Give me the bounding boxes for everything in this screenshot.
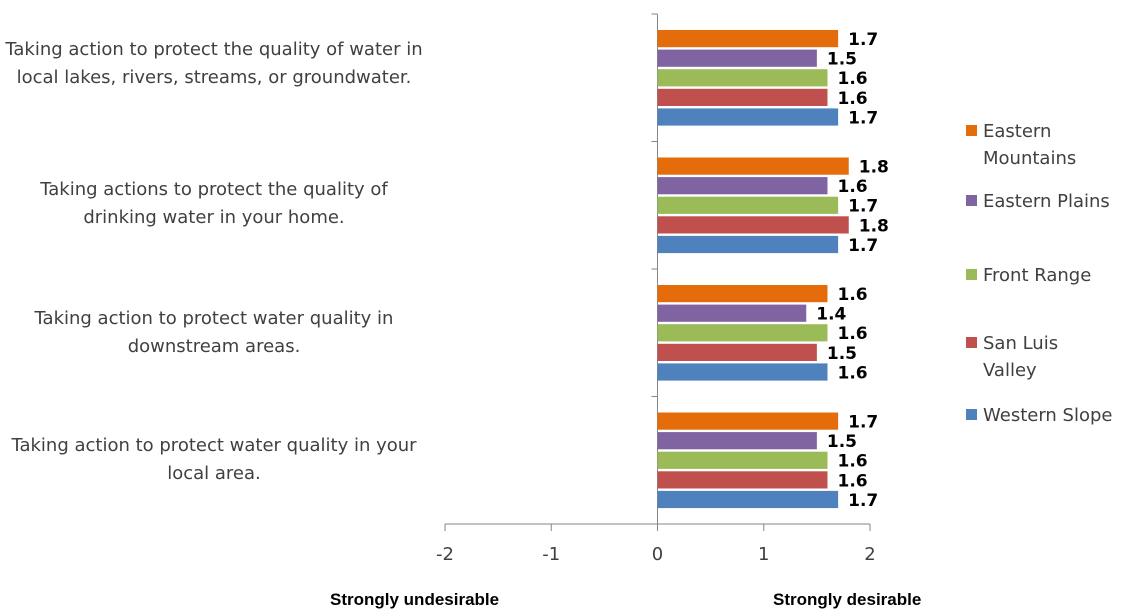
data-label: 1.6 bbox=[838, 69, 868, 89]
bar-western-slope bbox=[657, 108, 839, 126]
category-label: Taking action to protect water quality i… bbox=[11, 435, 417, 484]
legend-swatch bbox=[966, 195, 977, 206]
data-label: 1.8 bbox=[859, 158, 889, 178]
legend-label: Western Slope bbox=[983, 405, 1113, 426]
bar-front-range bbox=[657, 451, 828, 469]
bar-front-range bbox=[657, 324, 828, 342]
data-label: 1.6 bbox=[838, 452, 868, 472]
legend-item: Western Slope bbox=[966, 402, 1113, 429]
data-label: 1.4 bbox=[816, 305, 846, 325]
bar-eastern-plains bbox=[657, 304, 807, 322]
bar-eastern-mountains bbox=[657, 285, 828, 303]
data-label: 1.8 bbox=[859, 216, 889, 236]
data-label: 1.7 bbox=[848, 30, 878, 50]
bar-eastern-mountains bbox=[657, 412, 839, 430]
x-tick-label: -1 bbox=[542, 544, 560, 565]
bar-eastern-mountains bbox=[657, 30, 839, 48]
axis-note-left: Strongly undesirable bbox=[330, 590, 500, 609]
axis-note-right: Strongly desirable bbox=[773, 590, 922, 609]
bar-western-slope bbox=[657, 490, 839, 509]
category-label: Taking action to protect water quality i… bbox=[34, 308, 394, 357]
bar-eastern-plains bbox=[657, 49, 817, 67]
legend-swatch bbox=[966, 409, 977, 420]
bar-eastern-mountains bbox=[657, 157, 849, 175]
bar-eastern-plains bbox=[657, 432, 817, 450]
legend-swatch bbox=[966, 269, 977, 280]
data-label: 1.6 bbox=[838, 177, 868, 197]
legend-label: Front Range bbox=[983, 265, 1092, 286]
category-label: Taking action to protect the quality of … bbox=[5, 39, 423, 88]
bar-san-luis-valley bbox=[657, 471, 828, 489]
legend-item: Eastern Mountains bbox=[966, 118, 1113, 172]
bar-western-slope bbox=[657, 235, 839, 254]
x-tick-label: -2 bbox=[436, 544, 454, 565]
x-tick-label: 0 bbox=[652, 544, 663, 565]
bar-san-luis-valley bbox=[657, 88, 828, 106]
legend-label: Eastern Mountains bbox=[983, 121, 1077, 169]
data-label: 1.6 bbox=[838, 363, 868, 383]
bar-san-luis-valley bbox=[657, 216, 849, 234]
legend-swatch bbox=[966, 125, 977, 136]
data-label: 1.7 bbox=[848, 236, 878, 256]
legend-item: Front Range bbox=[966, 262, 1113, 289]
bar-eastern-plains bbox=[657, 177, 828, 195]
legend-label: San Luis Valley bbox=[983, 333, 1059, 381]
bar-front-range bbox=[657, 69, 828, 87]
data-label: 1.5 bbox=[827, 344, 857, 364]
data-label: 1.7 bbox=[848, 491, 878, 511]
legend-item: Eastern Plains bbox=[966, 188, 1113, 215]
bar-western-slope bbox=[657, 363, 828, 381]
data-label: 1.7 bbox=[848, 197, 878, 217]
data-label: 1.5 bbox=[827, 432, 857, 452]
data-label: 1.5 bbox=[827, 50, 857, 70]
data-label: 1.6 bbox=[838, 285, 868, 305]
x-tick-label: 1 bbox=[758, 544, 769, 565]
data-label: 1.6 bbox=[838, 324, 868, 344]
category-label: Taking actions to protect the quality of… bbox=[40, 179, 388, 228]
data-label: 1.7 bbox=[848, 413, 878, 433]
legend-item: San Luis Valley bbox=[966, 330, 1113, 384]
bar-san-luis-valley bbox=[657, 343, 817, 361]
legend-label: Eastern Plains bbox=[983, 191, 1110, 212]
data-label: 1.6 bbox=[838, 89, 868, 109]
bar-front-range bbox=[657, 196, 839, 214]
data-label: 1.7 bbox=[848, 108, 878, 128]
data-label: 1.6 bbox=[838, 471, 868, 491]
x-tick-label: 2 bbox=[864, 544, 875, 565]
legend-swatch bbox=[966, 337, 977, 348]
